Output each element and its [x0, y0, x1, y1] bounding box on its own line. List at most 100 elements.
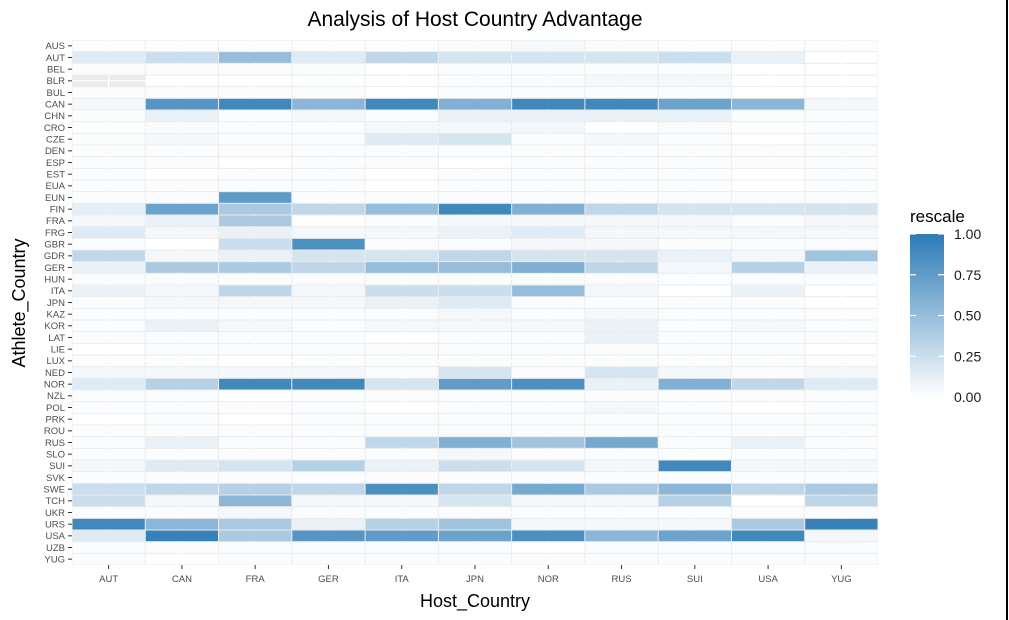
- heatmap-cell-nor-sui: [658, 378, 731, 390]
- heatmap-cell-swe-jpn: [438, 483, 512, 495]
- heatmap-cell-cro-yug: [805, 122, 878, 133]
- heatmap-cell-svk-usa: [731, 472, 805, 483]
- y-tick-label-svk: SVK: [46, 473, 66, 484]
- heatmap-cell-hun-rus: [585, 273, 658, 285]
- heatmap-cell-lux-usa: [731, 355, 805, 367]
- heatmap-cell-cze-nor: [512, 133, 585, 145]
- heatmap-cell-lux-can: [145, 355, 219, 367]
- heatmap-cell-ita-fra: [219, 285, 292, 297]
- heatmap-cell-slo-aut: [72, 448, 145, 460]
- heatmap-cell-sui-rus: [585, 460, 658, 472]
- heatmap-cell-fra-ita: [365, 215, 438, 227]
- heatmap-cell-kor-usa: [731, 320, 805, 332]
- heatmap-cell-ita-yug: [805, 285, 878, 297]
- heatmap-cell-esp-yug: [805, 157, 878, 168]
- x-axis-title: Host_Country: [420, 591, 530, 612]
- heatmap-cell-lux-rus: [585, 355, 658, 367]
- heatmap-cell-yug-usa: [731, 553, 805, 565]
- heatmap-cell-jpn-nor: [512, 297, 585, 308]
- heatmap-cell-aus-aut: [72, 40, 145, 52]
- x-tick-label-aut: AUT: [99, 574, 118, 585]
- heatmap-cell-fin-yug: [805, 203, 878, 215]
- legend-label-4: 0.00: [954, 389, 981, 405]
- heatmap-cell-kor-jpn: [438, 320, 512, 332]
- heatmap-cell-rus-jpn: [438, 437, 512, 448]
- heatmap-cell-urs-rus: [585, 518, 658, 530]
- y-tick-label-aut: AUT: [46, 53, 65, 64]
- heatmap-cell-aut-yug: [805, 52, 878, 63]
- heatmap-cell-jpn-rus: [585, 297, 658, 308]
- y-tick-label-jpn: JPN: [47, 298, 65, 309]
- heatmap-cell-swe-fra: [219, 483, 292, 495]
- heatmap-cell-frg-fra: [219, 227, 292, 238]
- heatmap-cell-den-ger: [292, 145, 365, 157]
- heatmap-cell-kaz-can: [145, 308, 219, 320]
- heatmap-cell-fra-sui: [658, 215, 731, 227]
- y-tick-label-frg: FRG: [45, 228, 65, 239]
- heatmap-cell-cze-ger: [292, 133, 365, 145]
- heatmap-cell-jpn-can: [145, 297, 219, 308]
- heatmap-cell-bel-nor: [512, 63, 585, 75]
- heatmap-cell-hun-yug: [805, 273, 878, 285]
- x-tick-label-sui: SUI: [687, 574, 703, 585]
- heatmap-cell-eua-fra: [219, 180, 292, 192]
- heatmap-cell-fra-aut: [72, 215, 145, 227]
- heatmap-cell-blr-jpn: [438, 75, 512, 87]
- y-tick-label-nzl: NZL: [47, 391, 65, 402]
- heatmap-cell-usa-yug: [805, 530, 878, 542]
- heatmap-cell-tch-rus: [585, 495, 658, 507]
- heatmap-cell-bel-aut: [72, 63, 145, 75]
- heatmap-cell-nor-yug: [805, 378, 878, 390]
- heatmap-cell-gbr-yug: [805, 238, 878, 250]
- heatmap-cell-hun-sui: [658, 273, 731, 285]
- heatmap-cell-nor-rus: [585, 378, 658, 390]
- y-tick-label-blr: BLR: [47, 76, 66, 87]
- heatmap-cell-chn-can: [145, 110, 219, 122]
- y-tick-label-kor: KOR: [44, 321, 65, 332]
- heatmap-cell-esp-sui: [658, 157, 731, 168]
- heatmap-cell-swe-can: [145, 483, 219, 495]
- heatmap-cell-chn-ger: [292, 110, 365, 122]
- heatmap-cell-lie-ger: [292, 343, 365, 355]
- heatmap-cell-eua-usa: [731, 180, 805, 192]
- heatmap-cell-eun-can: [145, 192, 219, 203]
- heatmap-cell-aut-can: [145, 52, 219, 63]
- heatmap-cell-kor-aut: [72, 320, 145, 332]
- heatmap-cell-blr-ger: [292, 75, 365, 87]
- heatmap-cell-kaz-sui: [658, 308, 731, 320]
- heatmap-cell-gbr-usa: [731, 238, 805, 250]
- heatmap-cell-fra-can: [145, 215, 219, 227]
- y-tick-label-gbr: GBR: [44, 239, 65, 250]
- heatmap-cell-fin-rus: [585, 203, 658, 215]
- heatmap-cell-blr-can: [145, 75, 219, 87]
- heatmap-cell-usa-rus: [585, 530, 658, 542]
- x-tick-label-usa: USA: [758, 574, 778, 585]
- heatmap-cell-sui-ger: [292, 460, 365, 472]
- heatmap-cell-gdr-aut: [72, 250, 145, 262]
- heatmap-cell-eun-ita: [365, 192, 438, 203]
- heatmap-cell-ned-ger: [292, 367, 365, 378]
- heatmap-cell-aus-ger: [292, 40, 365, 52]
- heatmap-cell-kor-ita: [365, 320, 438, 332]
- y-axis-title: Athlete_Country: [9, 238, 30, 367]
- heatmap-cell-sui-fra: [219, 460, 292, 472]
- heatmap-cell-yug-sui: [658, 553, 731, 565]
- heatmap-cell-fin-aut: [72, 203, 145, 215]
- heatmap-cell-urs-can: [145, 518, 219, 530]
- heatmap-cell-can-aut: [72, 98, 145, 110]
- heatmap-cell-frg-usa: [731, 227, 805, 238]
- heatmap-cell-bul-ita: [365, 87, 438, 98]
- heatmap-cell-bul-nor: [512, 87, 585, 98]
- heatmap-cell-kor-fra: [219, 320, 292, 332]
- y-tick-label-ger: GER: [44, 263, 65, 274]
- heatmap-cell-bel-yug: [805, 63, 878, 75]
- heatmap-cell-eun-usa: [731, 192, 805, 203]
- heatmap-cell-tch-aut: [72, 495, 145, 507]
- heatmap-cell-usa-ger: [292, 530, 365, 542]
- heatmap-cell-ita-nor: [512, 285, 585, 297]
- heatmap-cell-bul-yug: [805, 87, 878, 98]
- heatmap-cell-den-usa: [731, 145, 805, 157]
- heatmap-cell-lat-jpn: [438, 332, 512, 343]
- heatmap-cell-gbr-fra: [219, 238, 292, 250]
- heatmap-cell-kaz-jpn: [438, 308, 512, 320]
